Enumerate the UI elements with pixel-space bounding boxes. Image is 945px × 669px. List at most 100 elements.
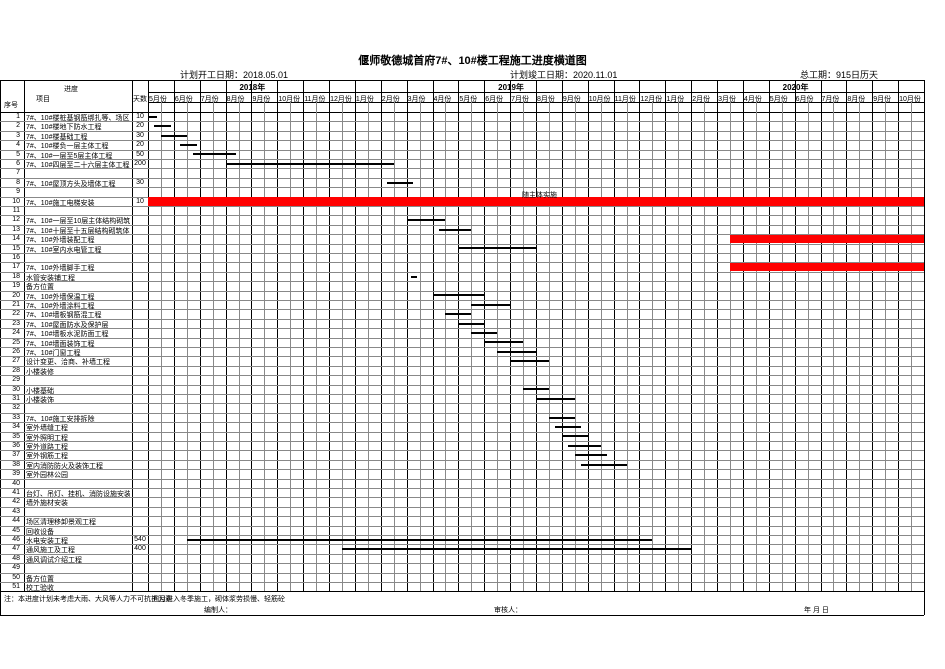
task-days: 20 (132, 122, 148, 129)
year-label: 2020年 (783, 82, 809, 93)
row-number: 36 (2, 442, 20, 449)
row-number: 38 (2, 461, 20, 468)
gantt-bar (562, 435, 588, 437)
task-days: 200 (132, 160, 148, 167)
gantt-bar (471, 332, 497, 334)
task-days: 30 (132, 132, 148, 139)
task-name: 小楼装修 (26, 367, 130, 377)
row-number: 34 (2, 423, 20, 430)
gantt-bar (471, 304, 510, 306)
gantt-bar (148, 116, 157, 118)
month-label: 10月份 (589, 94, 611, 104)
task-days: 10 (132, 113, 148, 120)
gantt-bar (387, 182, 413, 184)
row-number: 33 (2, 414, 20, 421)
month-label: 4月份 (434, 94, 452, 104)
gantt-bar (193, 153, 236, 155)
month-label: 2月份 (382, 94, 400, 104)
gantt-bar (445, 313, 471, 315)
row-number: 12 (2, 216, 20, 223)
year-label: 2018年 (239, 82, 265, 93)
gantt-bar (458, 247, 536, 249)
month-label: 3月份 (408, 94, 426, 104)
gantt-bar (568, 445, 600, 447)
footer-note-1: 注：本进度计划未考虑大雨、大风等人力不可抗拒因素 (4, 594, 172, 604)
month-label: 11月份 (304, 94, 325, 104)
gantt-bar (575, 454, 607, 456)
month-label: 6月份 (796, 94, 814, 104)
row-number: 44 (2, 517, 20, 524)
footer-sign-1: 编制人： (204, 605, 232, 615)
task-days: 400 (132, 545, 148, 552)
month-label: 1月份 (666, 94, 684, 104)
year-label: 2019年 (498, 82, 524, 93)
month-label: 9月份 (873, 94, 891, 104)
row-number: 46 (2, 536, 20, 543)
gantt-bar (226, 163, 394, 165)
row-number: 45 (2, 527, 20, 534)
task-name: 7#、10#屋顶方头及墙体工程 (26, 179, 130, 189)
row-number: 1 (2, 113, 20, 120)
row-number: 16 (2, 254, 20, 261)
row-number: 9 (2, 188, 20, 195)
task-name: 通风调试介绍工程 (26, 555, 130, 565)
row-number: 15 (2, 245, 20, 252)
month-label: 9月份 (563, 94, 581, 104)
row-number: 17 (2, 263, 20, 270)
task-days: 30 (132, 179, 148, 186)
month-label: 7月份 (201, 94, 219, 104)
row-number: 14 (2, 235, 20, 242)
gantt-bar (536, 398, 575, 400)
month-label: 8月份 (537, 94, 555, 104)
gantt-bar (342, 548, 691, 550)
gantt-bar (433, 294, 485, 296)
row-number: 48 (2, 555, 20, 562)
row-number: 25 (2, 339, 20, 346)
row-number: 47 (2, 545, 20, 552)
month-label: 1月份 (356, 94, 374, 104)
bar-note: 随主体实施 (522, 190, 557, 200)
gantt-bar (187, 539, 653, 541)
gantt-bar (154, 125, 171, 127)
month-label: 7月份 (511, 94, 529, 104)
month-label: 10月份 (899, 94, 921, 104)
task-name: 7#、10#施工电梯安装 (26, 198, 130, 208)
task-days: 20 (132, 141, 148, 148)
gantt-grid: 序号项目天数进度5月份6月份7月份8月份9月份10月份11月份12月份2018年… (24, 80, 924, 615)
month-label: 7月份 (822, 94, 840, 104)
task-name: 室外园林公园 (26, 470, 130, 480)
row-number: 31 (2, 395, 20, 402)
task-days: 10 (132, 198, 148, 205)
month-label: 6月份 (485, 94, 503, 104)
gantt-bar (523, 388, 549, 390)
gantt-bar (458, 323, 484, 325)
gantt-bar (555, 426, 581, 428)
row-number: 18 (2, 273, 20, 280)
row-number: 2 (2, 122, 20, 129)
row-number: 30 (2, 386, 20, 393)
row-number: 32 (2, 404, 20, 411)
gantt-bar-highlight (730, 235, 924, 244)
gantt-bar (161, 135, 187, 137)
month-label: 8月份 (227, 94, 245, 104)
header-label: 进度 (64, 84, 78, 94)
row-number: 35 (2, 433, 20, 440)
row-number: 28 (2, 367, 20, 374)
month-label: 6月份 (175, 94, 193, 104)
footer-sign-2: 审核人： (494, 605, 522, 615)
row-number: 6 (2, 160, 20, 167)
header-label: 天数 (133, 94, 147, 104)
row-number: 5 (2, 151, 20, 158)
month-label: 8月份 (847, 94, 865, 104)
row-number: 10 (2, 198, 20, 205)
task-name: 7#、10#室内水电管工程 (26, 245, 130, 255)
row-number: 42 (2, 498, 20, 505)
row-number: 11 (2, 207, 20, 214)
row-number: 27 (2, 357, 20, 364)
header-label: 序号 (4, 100, 18, 110)
footer-sign-3: 年 月 日 (804, 605, 829, 615)
row-number: 29 (2, 376, 20, 383)
gantt-bar (180, 144, 197, 146)
gantt-bar (549, 417, 575, 419)
row-number: 4 (2, 141, 20, 148)
